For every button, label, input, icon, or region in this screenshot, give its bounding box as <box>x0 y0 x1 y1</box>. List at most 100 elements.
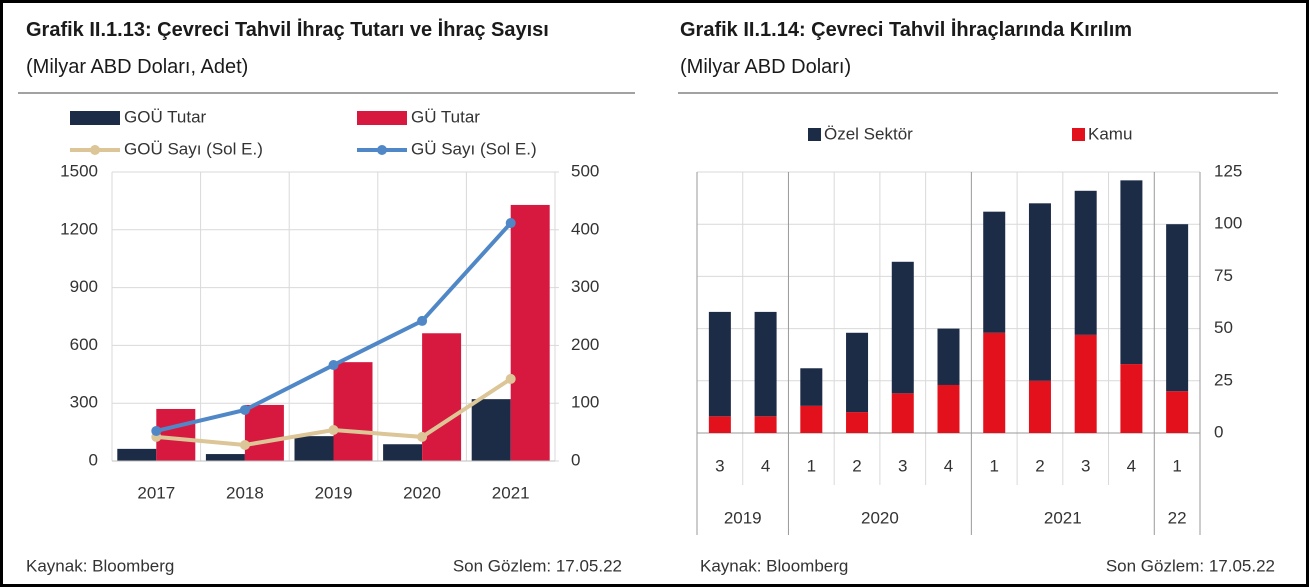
y2-tick-label: 300 <box>571 277 599 296</box>
marker <box>505 373 516 384</box>
y2-tick-label: 400 <box>571 219 599 238</box>
legend-label: GOÜ Sayı (Sol E.) <box>124 139 263 158</box>
bar-segment <box>708 311 731 417</box>
x-tick-label: 3 <box>715 456 724 475</box>
y-tick-label: 0 <box>1214 422 1223 441</box>
bar-segment <box>1028 380 1051 433</box>
x-tick-label: 2019 <box>315 483 353 502</box>
x-tick-label: 1 <box>989 456 998 475</box>
bar-segment <box>1166 391 1189 433</box>
x-tick-label: 2020 <box>403 483 441 502</box>
source: Kaynak: Bloomberg <box>700 556 848 575</box>
x-tick-label: 4 <box>944 456 953 475</box>
x-tick-label: 1 <box>1172 456 1181 475</box>
bar <box>422 333 462 461</box>
source: Kaynak: Bloomberg <box>26 556 174 575</box>
x-tick-label: 4 <box>1127 456 1136 475</box>
x-group-label: 2021 <box>1044 508 1082 527</box>
bar-segment <box>1074 334 1097 433</box>
legend-swatch <box>357 111 407 125</box>
x-group-label: 2019 <box>724 508 762 527</box>
y-tick-label: 75 <box>1214 266 1233 285</box>
bar-segment <box>1120 364 1143 433</box>
chart-title-block: Grafik II.1.14: Çevreci Tahvil İhraçları… <box>680 12 1305 86</box>
last-observation: Son Gözlem: 17.05.22 <box>1106 556 1275 575</box>
bar-segment <box>846 332 869 413</box>
bar-segment <box>937 384 960 433</box>
bar <box>244 404 284 461</box>
marker <box>417 431 428 442</box>
legend-swatch <box>1072 128 1085 141</box>
bar-segment <box>754 416 777 433</box>
bar-segment <box>846 412 869 433</box>
x-group-label: 2020 <box>861 508 899 527</box>
bar-segment <box>891 393 914 433</box>
bar-segment <box>754 311 777 417</box>
legend-label: Özel Sektör <box>824 124 913 143</box>
y-tick-label: 300 <box>70 393 98 412</box>
x-tick-label: 2018 <box>226 483 264 502</box>
legend-label: GOÜ Tutar <box>124 107 207 126</box>
y-tick-label: 100 <box>1214 214 1242 233</box>
bar-segment <box>1074 190 1097 335</box>
bar <box>117 448 157 461</box>
legend-label: Kamu <box>1088 124 1132 143</box>
legend-label: GÜ Sayı (Sol E.) <box>411 139 537 158</box>
bar-segment <box>1028 203 1051 381</box>
chart-title: Grafik II.1.13: Çevreci Tahvil İhraç Tut… <box>26 19 549 41</box>
x-group-label: 22 <box>1168 508 1187 527</box>
x-tick-label: 3 <box>1081 456 1090 475</box>
legend-marker <box>377 145 387 155</box>
chart-subtitle: (Milyar ABD Doları, Adet) <box>26 56 249 78</box>
marker <box>239 440 250 451</box>
marker <box>417 315 428 326</box>
chart-title-block: Grafik II.1.13: Çevreci Tahvil İhraç Tut… <box>26 12 586 86</box>
x-tick-label: 2 <box>1035 456 1044 475</box>
legend-label: GÜ Tutar <box>411 107 480 126</box>
x-tick-label: 2021 <box>492 483 530 502</box>
bar <box>294 436 334 461</box>
x-tick-label: 1 <box>807 456 816 475</box>
y-tick-label: 1200 <box>60 219 98 238</box>
bar-segment <box>800 368 823 406</box>
y-tick-label: 900 <box>70 277 98 296</box>
y-tick-label: 0 <box>89 450 98 469</box>
bar-segment <box>983 211 1006 333</box>
bar-segment <box>891 261 914 394</box>
x-tick-label: 3 <box>898 456 907 475</box>
bar <box>333 362 373 461</box>
bar <box>510 204 550 462</box>
x-tick-label: 2017 <box>137 483 175 502</box>
legend-swatch <box>70 111 120 125</box>
y2-tick-label: 100 <box>571 393 599 412</box>
legend-swatch <box>808 128 821 141</box>
bar <box>383 444 423 461</box>
y2-tick-label: 200 <box>571 335 599 354</box>
y2-tick-label: 0 <box>571 450 580 469</box>
bar <box>156 408 196 461</box>
bar-segment <box>1120 180 1143 365</box>
y-tick-label: 1500 <box>60 161 98 180</box>
y2-tick-label: 500 <box>571 161 599 180</box>
y-tick-label: 25 <box>1214 370 1233 389</box>
last-observation: Son Gözlem: 17.05.22 <box>453 556 622 575</box>
marker <box>505 218 516 229</box>
legend-marker <box>90 145 100 155</box>
bar <box>205 454 245 461</box>
bar-segment <box>1166 224 1189 392</box>
bar-segment <box>708 416 731 433</box>
bar-segment <box>983 332 1006 433</box>
y-tick-label: 50 <box>1214 318 1233 337</box>
x-tick-label: 2 <box>852 456 861 475</box>
chart-title: Grafik II.1.14: Çevreci Tahvil İhraçları… <box>680 19 1133 41</box>
marker <box>328 360 339 371</box>
bar-segment <box>937 328 960 385</box>
marker <box>239 404 250 415</box>
marker <box>151 425 162 436</box>
bar-segment <box>800 405 823 433</box>
marker <box>328 424 339 435</box>
y-tick-label: 125 <box>1214 161 1242 180</box>
